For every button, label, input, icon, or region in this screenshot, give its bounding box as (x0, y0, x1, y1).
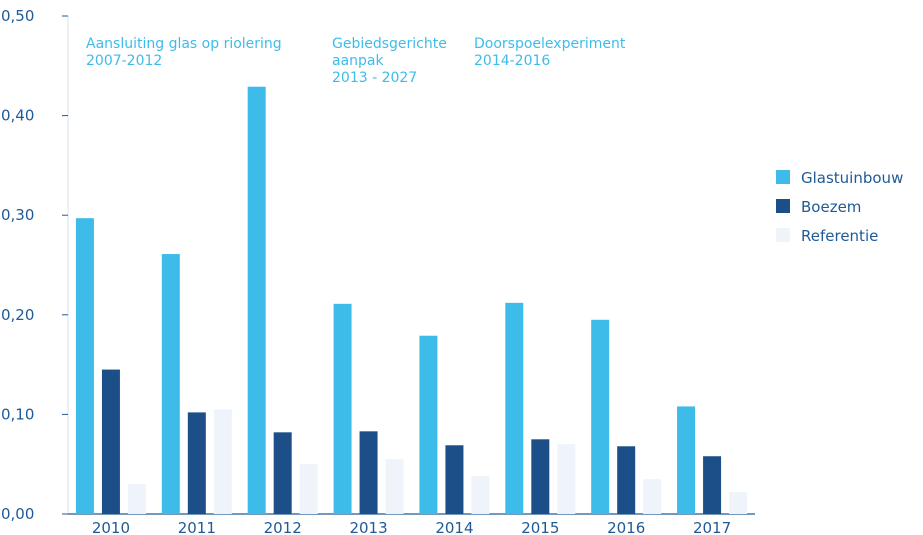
legend-item-referentie: Referentie (776, 227, 878, 245)
bar-group-2012 (247, 86, 318, 514)
legend-swatch (776, 170, 790, 184)
bar-glastuinbouw-2010 (75, 218, 94, 515)
bar-referentie-2012 (299, 464, 318, 514)
bar-boezem-2015 (531, 439, 550, 514)
legend-item-glastuinbouw: Glastuinbouw (776, 169, 903, 187)
bar-glastuinbouw-2013 (333, 303, 352, 514)
bar-referentie-2013 (385, 459, 404, 514)
y-tick-label: 0,10 (1, 405, 34, 423)
bar-glastuinbouw-2016 (591, 319, 610, 514)
bar-referentie-2010 (127, 484, 146, 514)
x-tick-label: 2011 (178, 519, 216, 535)
bar-referentie-2016 (643, 479, 662, 514)
bar-group-2011 (161, 254, 232, 514)
annotation-1: Aansluiting glas op riolering 2007-2012 (86, 36, 282, 69)
annotation-line: Doorspoelexperiment (474, 36, 626, 52)
x-tick-label: 2013 (349, 519, 387, 535)
x-tick-label: 2014 (435, 519, 473, 535)
x-tick-label: 2010 (92, 519, 130, 535)
legend-label: Boezem (801, 198, 861, 216)
annotation-line: 2007-2012 (86, 53, 162, 69)
annotation-3: Doorspoelexperiment 2014-2016 (474, 36, 626, 69)
x-tick-label: 2012 (264, 519, 302, 535)
bar-glastuinbouw-2011 (161, 254, 180, 514)
bar-referentie-2011 (213, 409, 232, 514)
x-tick-label: 2015 (521, 519, 559, 535)
bar-glastuinbouw-2014 (419, 335, 438, 514)
bar-referentie-2014 (471, 476, 490, 514)
bar-boezem-2017 (703, 456, 722, 514)
bar-group-2015 (505, 302, 576, 514)
bar-glastuinbouw-2017 (677, 406, 696, 514)
legend-swatch (776, 228, 790, 242)
annotation-line: Aansluiting glas op riolering (86, 36, 282, 52)
legend-swatch (776, 199, 790, 213)
bar-boezem-2013 (359, 431, 378, 514)
bar-group-2016 (591, 319, 662, 514)
bar-group-2013 (333, 303, 404, 514)
y-tick-label: 0,30 (1, 206, 34, 224)
bar-boezem-2010 (101, 369, 120, 514)
bar-group-2017 (677, 406, 748, 514)
bar-boezem-2016 (617, 446, 636, 514)
annotation-line: 2014-2016 (474, 53, 550, 69)
legend: Glastuinbouw Boezem Referentie (776, 169, 903, 245)
x-tick-label: 2017 (693, 519, 731, 535)
y-tick-label: 0,50 (1, 7, 34, 25)
annotation-line: 2013 - 2027 (332, 70, 417, 86)
annotation-line: aanpak (332, 53, 384, 69)
bar-boezem-2014 (445, 445, 464, 514)
y-axis: 0,00 0,10 0,20 0,30 0,40 0,50 (1, 7, 69, 523)
x-axis: 2010 2011 2012 2013 2014 2015 2016 2017 (68, 513, 755, 535)
bar-glastuinbouw-2012 (247, 86, 266, 514)
y-tick-label: 0,40 (1, 107, 34, 125)
y-tick-label: 0,20 (1, 306, 34, 324)
bar-referentie-2017 (729, 492, 748, 514)
bar-boezem-2012 (273, 432, 292, 514)
annotation-line: Gebiedsgerichte (332, 36, 447, 52)
bars (75, 86, 748, 515)
legend-label: Glastuinbouw (801, 169, 903, 187)
bar-group-2014 (419, 335, 490, 514)
legend-item-boezem: Boezem (776, 198, 861, 216)
y-tick-label: 0,00 (1, 505, 34, 523)
legend-label: Referentie (801, 227, 878, 245)
x-tick-label: 2016 (607, 519, 645, 535)
bar-group-2010 (75, 218, 146, 515)
annotation-2: Gebiedsgerichte aanpak 2013 - 2027 (332, 36, 447, 86)
annotations: Aansluiting glas op riolering 2007-2012 Ge… (86, 36, 626, 86)
bar-referentie-2015 (557, 444, 576, 514)
bar-glastuinbouw-2015 (505, 302, 524, 514)
bar-boezem-2011 (187, 412, 206, 514)
